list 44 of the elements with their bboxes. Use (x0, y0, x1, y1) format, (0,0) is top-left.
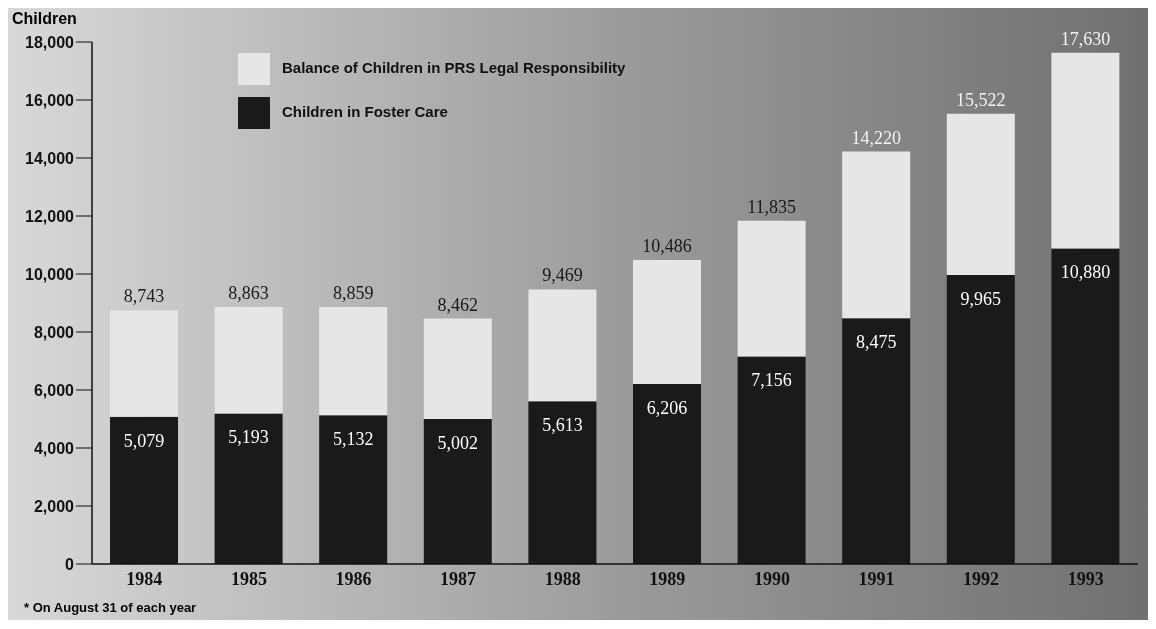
x-tick-label: 1990 (753, 568, 790, 589)
x-tick-label: 1993 (1067, 568, 1104, 589)
x-tick-label: 1988 (544, 568, 581, 589)
x-tick-label: 1989 (649, 568, 686, 589)
total-label: 9,469 (542, 265, 583, 286)
y-tick-label: 10,000 (25, 265, 75, 283)
total-label: 8,743 (123, 286, 165, 307)
y-tick-label: 8,000 (33, 323, 75, 341)
data-label: 5,002 (437, 432, 479, 453)
legend-label: Balance of Children in PRS Legal Responsibility (282, 59, 626, 76)
total-label: 10,486 (642, 235, 692, 256)
y-tick-label: 6,000 (33, 381, 75, 399)
text: * On August 31 of each year (24, 600, 197, 615)
data-label: 5,613 (542, 415, 583, 436)
total-label: 14,220 (851, 127, 901, 148)
legend-label: Children in Foster Care (282, 103, 448, 120)
x-tick-label: 1991 (858, 568, 895, 589)
data-label: 5,079 (123, 430, 165, 451)
data-label: 6,206 (646, 398, 688, 419)
y-tick-label: 14,000 (25, 149, 75, 167)
total-label: 11,835 (747, 196, 797, 217)
total-label: 8,863 (228, 282, 269, 303)
y-axis-title: Children (12, 10, 77, 28)
data-label: 7,156 (751, 370, 792, 391)
y-tick-label: 12,000 (25, 207, 75, 225)
total-label: 15,522 (956, 89, 1006, 110)
data-label: 5,132 (332, 429, 374, 450)
x-tick-label: 1987 (440, 568, 477, 589)
data-label: 8,475 (855, 332, 897, 353)
data-label: 9,965 (960, 289, 1002, 310)
y-tick-label: 0 (65, 555, 75, 573)
y-tick-label: 4,000 (33, 439, 75, 457)
x-tick-label: 1985 (230, 568, 267, 589)
x-tick-label: 1992 (963, 568, 1000, 589)
total-label: 17,630 (1060, 28, 1111, 49)
data-label: 10,880 (1060, 262, 1111, 283)
y-tick-label: 18,000 (25, 33, 75, 51)
y-tick-label: 16,000 (25, 91, 75, 109)
total-label: 8,859 (332, 283, 374, 304)
x-tick-label: 1986 (335, 568, 372, 589)
data-label: 5,193 (228, 427, 269, 448)
x-tick-label: 1984 (126, 568, 163, 589)
y-tick-label: 2,000 (33, 497, 75, 515)
total-label: 8,462 (437, 294, 479, 315)
